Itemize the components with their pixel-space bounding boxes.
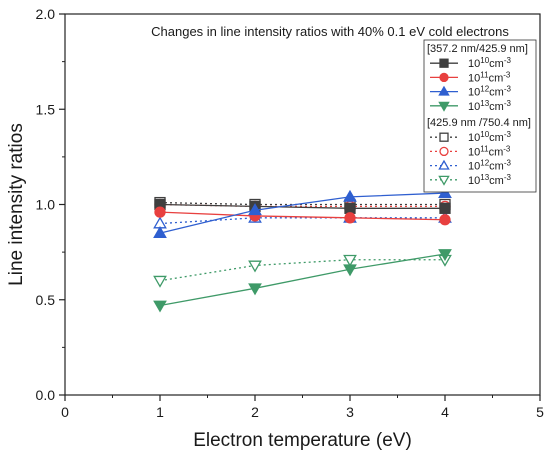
series-line <box>159 203 445 209</box>
legend-item: 1011cm-3 <box>430 144 511 158</box>
x-tick-label: 1 <box>156 404 164 420</box>
legend-item: 1012cm-3 <box>430 159 511 173</box>
data-point <box>439 202 451 214</box>
legend-item: 1012cm-3 <box>430 85 511 99</box>
legend-item: 1010cm-3 <box>430 56 511 70</box>
axis-ticks: 0 1 2 3 4 5 0.0 0.5 1.0 1.5 2.0 <box>36 6 545 420</box>
series-open-10e12 <box>153 210 452 229</box>
legend-group-title: [425.9 nm /750.4 nm] <box>427 117 531 129</box>
legend-label: 1012cm-3 <box>468 85 511 99</box>
series-layer <box>153 186 452 313</box>
data-point <box>248 283 262 296</box>
data-point <box>343 264 357 277</box>
x-axis-label: Electron temperature (eV) <box>193 430 412 451</box>
legend-label: 1013cm-3 <box>468 99 511 113</box>
data-point <box>344 202 356 214</box>
data-point <box>248 260 262 273</box>
series-line <box>159 259 445 282</box>
series-line <box>159 253 446 307</box>
legend-item: 1013cm-3 <box>430 173 511 187</box>
x-tick-label: 5 <box>536 404 544 420</box>
series-solid-10e11 <box>154 206 451 226</box>
y-tick-label: 2.0 <box>36 6 56 22</box>
legend-marker <box>439 132 449 142</box>
series-solid-10e13 <box>153 249 452 313</box>
legend-label: 1010cm-3 <box>468 130 511 144</box>
y-tick-label: 1.5 <box>36 101 56 117</box>
legend-item: 1013cm-3 <box>430 99 511 113</box>
series-solid-10e12 <box>153 186 452 238</box>
legend: [357.2 nm/425.9 nm]1010cm-31011cm-31012c… <box>423 39 537 193</box>
legend-label: 1011cm-3 <box>468 144 511 158</box>
data-point <box>153 226 167 238</box>
x-tick-label: 2 <box>251 404 259 420</box>
data-point <box>343 189 357 202</box>
legend-marker <box>438 175 450 186</box>
legend-item: 1011cm-3 <box>430 70 511 84</box>
data-point <box>153 275 167 288</box>
legend-marker <box>439 72 449 83</box>
legend-marker <box>438 85 450 96</box>
data-point <box>438 249 452 262</box>
legend-item: 1010cm-3 <box>430 130 511 144</box>
data-point <box>153 300 167 313</box>
legend-marker <box>438 159 450 170</box>
x-tick-label: 4 <box>441 404 449 420</box>
data-point <box>344 212 356 224</box>
legend-marker <box>439 146 449 157</box>
series-line <box>159 192 446 234</box>
legend-marker <box>439 58 449 68</box>
y-tick-label: 0.5 <box>36 292 56 308</box>
legend-label: 1010cm-3 <box>468 56 511 70</box>
y-tick-label: 0.0 <box>36 387 56 403</box>
chart-title: Changes in line intensity ratios with 40… <box>151 24 509 39</box>
series-open-10e13 <box>153 254 452 288</box>
legend-group-title: [357.2 nm/425.9 nm] <box>427 43 528 55</box>
data-point <box>439 214 451 226</box>
legend-label: 1012cm-3 <box>468 159 511 173</box>
data-point <box>154 206 166 218</box>
x-tick-label: 3 <box>346 404 354 420</box>
legend-label: 1011cm-3 <box>468 70 511 84</box>
y-axis-label: Line intensity ratios <box>6 123 27 286</box>
x-tick-label: 0 <box>61 404 69 420</box>
legend-label: 1013cm-3 <box>468 173 511 187</box>
series-line <box>159 211 446 221</box>
data-point <box>343 254 357 267</box>
legend-marker <box>438 101 450 112</box>
y-tick-label: 1.0 <box>36 197 56 213</box>
data-point <box>248 203 262 216</box>
